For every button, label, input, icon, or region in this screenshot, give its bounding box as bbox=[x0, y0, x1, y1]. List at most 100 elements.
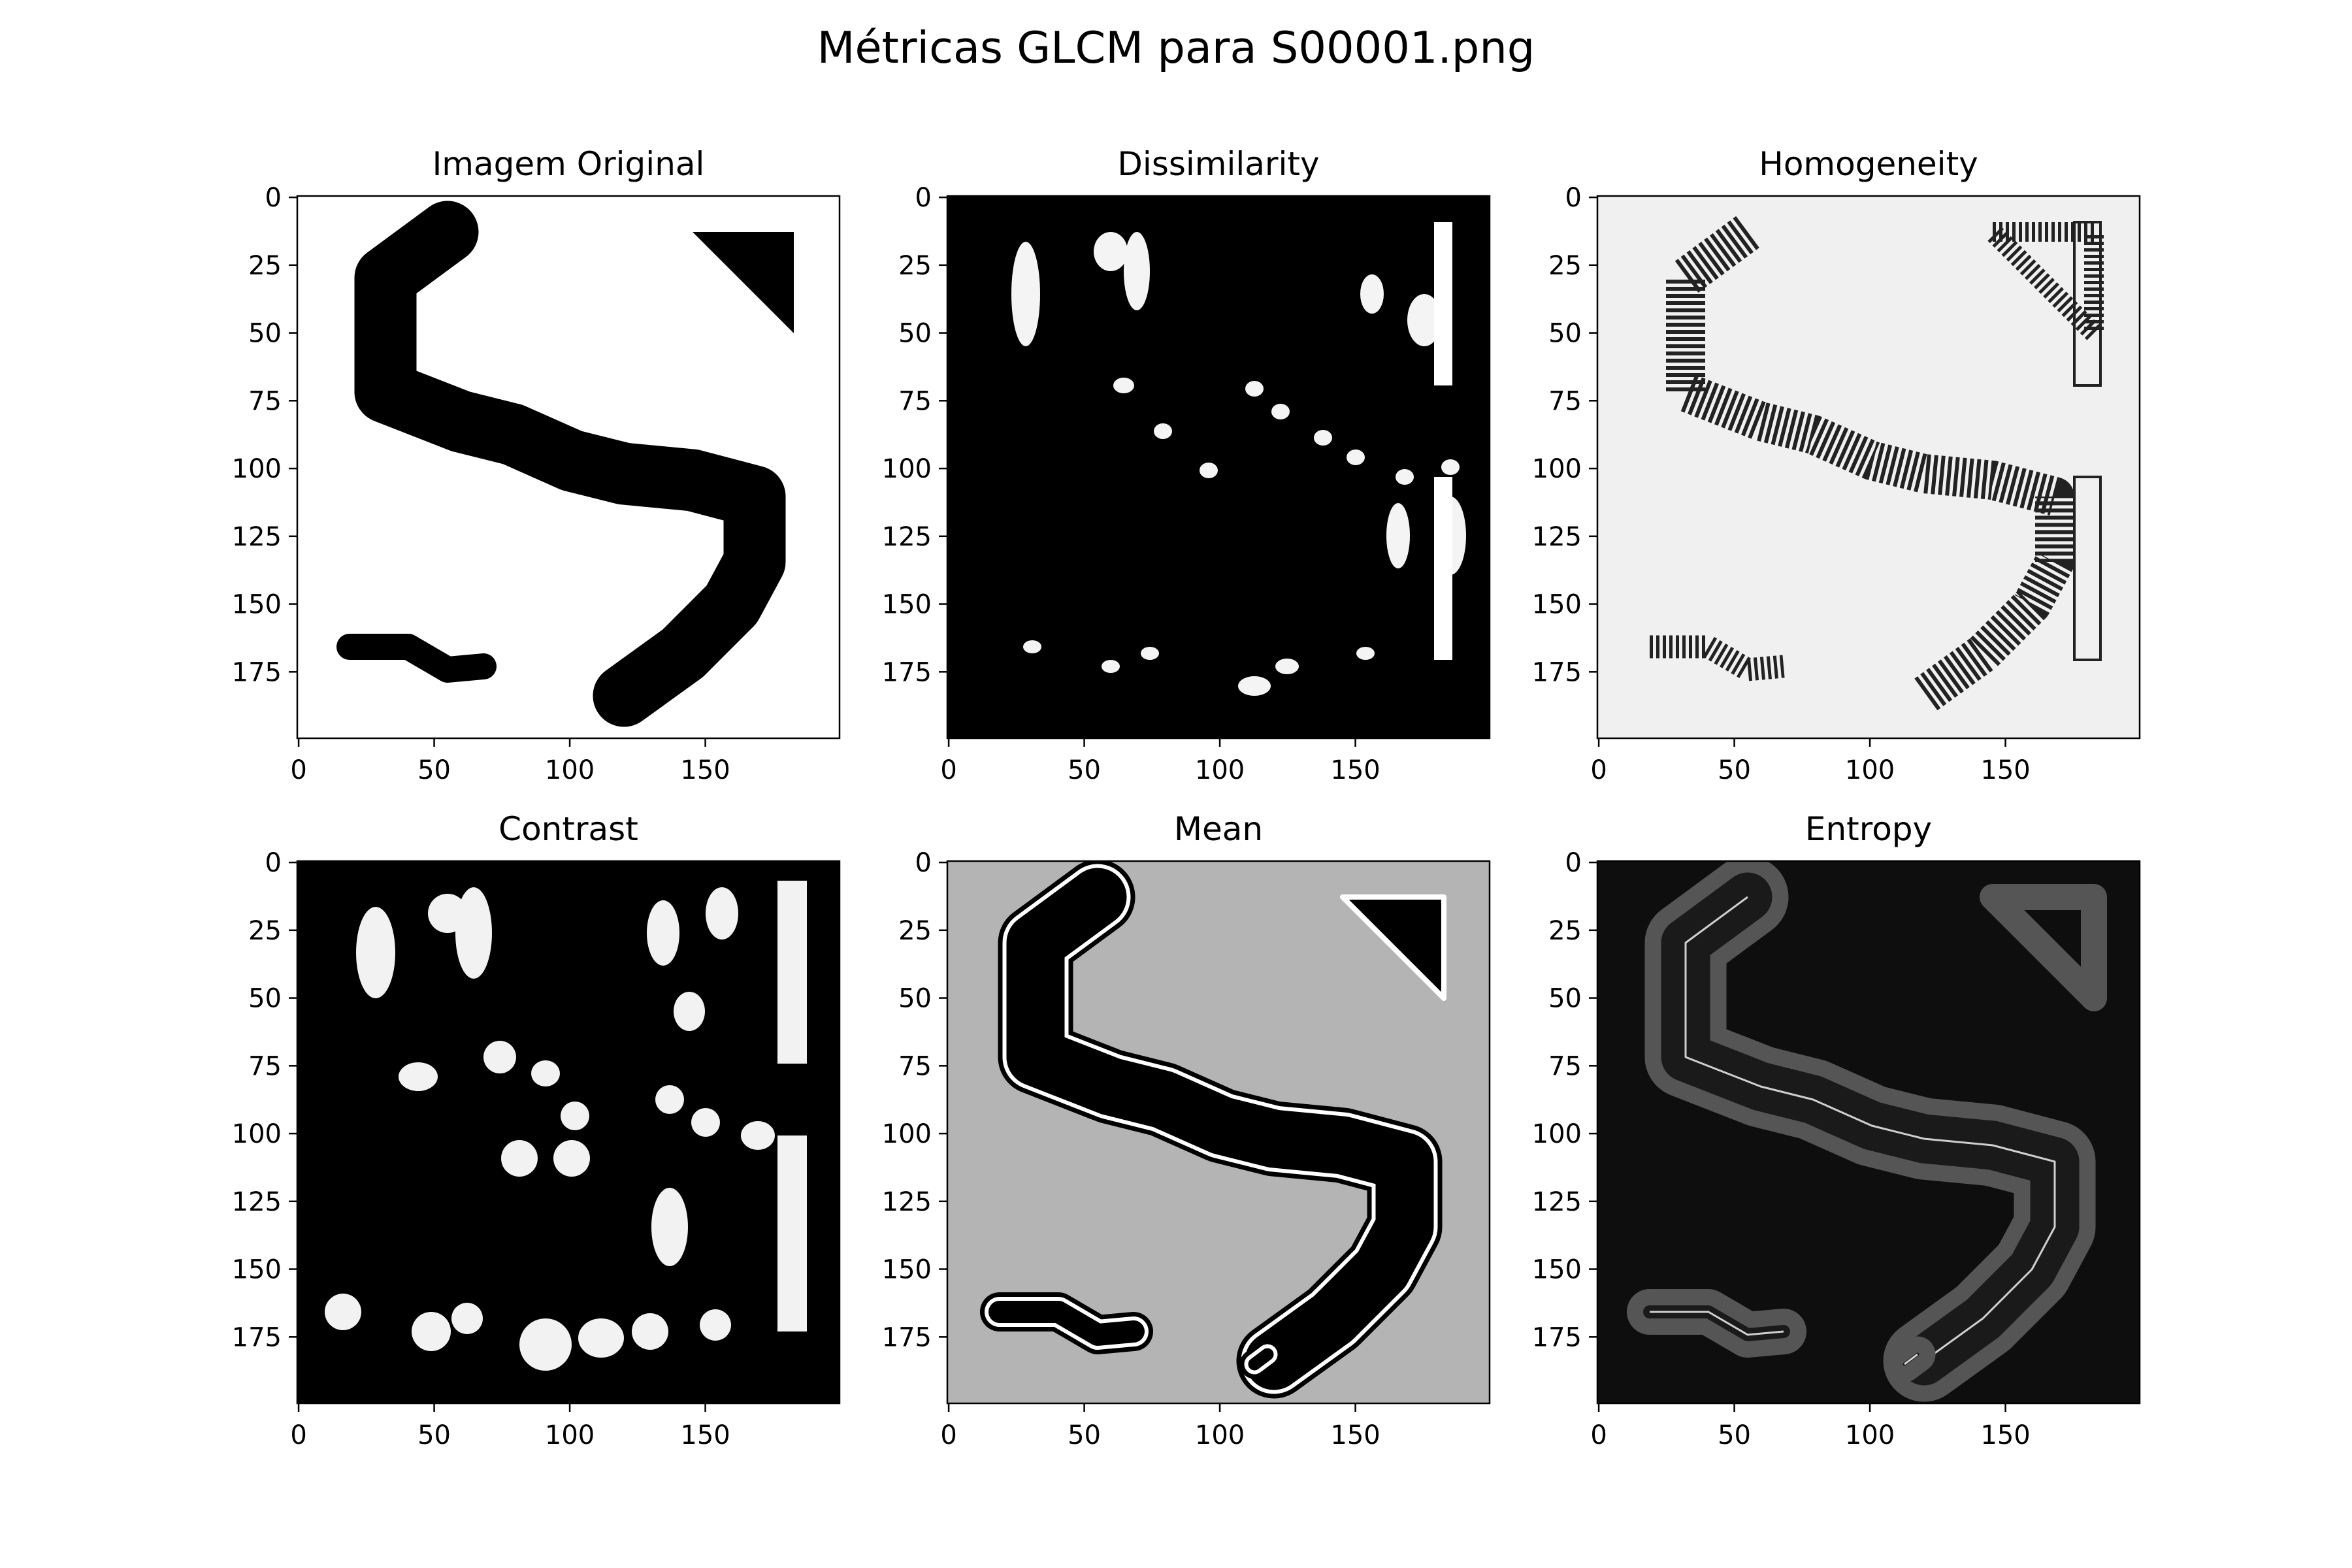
x-tick-label: 150 bbox=[680, 1420, 730, 1450]
panel-entropy: Entropy 0 25 50 75 100 125 150 175 0 50 100 150 bbox=[1532, 810, 2141, 1450]
panel-contrast: Contrast 0 25 50 75 100 125 150 175 0 50 100 150 bbox=[232, 810, 841, 1450]
y-tick-label: 75 bbox=[1548, 386, 1582, 416]
axes-frame bbox=[946, 195, 1491, 740]
y-tick-label: 150 bbox=[882, 590, 932, 620]
x-tick-label: 100 bbox=[545, 1420, 595, 1450]
x-tick-label: 100 bbox=[1845, 755, 1895, 785]
contrast-blob bbox=[578, 1318, 624, 1358]
homogeneity-bar bbox=[2073, 476, 2102, 661]
x-tick-label: 100 bbox=[545, 755, 595, 785]
x-tick-label: 150 bbox=[680, 755, 730, 785]
axes-frame bbox=[1596, 195, 2141, 740]
plot-contrast: 0 25 50 75 100 125 150 175 0 50 100 150 bbox=[232, 848, 841, 1450]
dissimilarity-blob bbox=[1314, 430, 1332, 446]
dissimilarity-blob bbox=[1094, 232, 1128, 271]
dissimilarity-blob bbox=[1347, 449, 1365, 465]
contrast-blob bbox=[741, 1121, 775, 1150]
x-tick-label: 50 bbox=[1718, 755, 1751, 785]
y-tick-label: 100 bbox=[1532, 1119, 1582, 1149]
stroke-dot bbox=[598, 686, 624, 712]
dissimilarity-blob bbox=[1238, 676, 1271, 696]
y-tick-label: 100 bbox=[1532, 454, 1582, 484]
y-tick-label: 125 bbox=[1532, 1187, 1582, 1217]
x-tick-label: 0 bbox=[940, 1420, 956, 1450]
axes-frame bbox=[296, 195, 841, 740]
x-tick-label: 50 bbox=[417, 755, 451, 785]
y-tick-label: 0 bbox=[265, 183, 282, 213]
y-tick-label: 50 bbox=[898, 319, 932, 349]
dissimilarity-blob bbox=[1396, 469, 1414, 485]
dissimilarity-blob bbox=[1356, 647, 1375, 660]
dissimilarity-bar bbox=[1434, 477, 1452, 660]
y-tick-label: 50 bbox=[248, 319, 282, 349]
plot-mean: 0 25 50 75 100 125 150 175 0 50 100 150 bbox=[882, 848, 1491, 1450]
y-tick-label: 150 bbox=[232, 590, 282, 620]
plot-original: 0 25 50 75 100 125 150 175 0 50 100 150 bbox=[232, 183, 841, 785]
plot-homogeneity: 0 25 50 75 100 125 150 175 0 50 100 150 bbox=[1532, 183, 2141, 785]
contrast-blob bbox=[519, 1318, 572, 1371]
y-tick-label: 125 bbox=[882, 1187, 932, 1217]
contrast-blob bbox=[325, 1294, 361, 1330]
x-tick-label: 100 bbox=[1845, 1420, 1895, 1450]
y-tick-label: 0 bbox=[1565, 848, 1582, 878]
contrast-blob bbox=[561, 1102, 589, 1130]
x-tick-label: 0 bbox=[940, 755, 956, 785]
dissimilarity-blob bbox=[1102, 660, 1120, 673]
dissimilarity-blob bbox=[1023, 640, 1041, 653]
y-tick-label: 150 bbox=[882, 1255, 932, 1285]
y-tick-label: 175 bbox=[232, 1322, 282, 1352]
figure-title: Métricas GLCM para S00001.png bbox=[817, 22, 1535, 73]
mean-stroke-inner bbox=[1248, 1348, 1274, 1371]
y-tick-label: 50 bbox=[248, 984, 282, 1014]
y-tick-label: 75 bbox=[1548, 1051, 1582, 1081]
x-tick-label: 100 bbox=[1195, 755, 1245, 785]
y-tick-label: 150 bbox=[1532, 1255, 1582, 1285]
stroke-upper-right bbox=[693, 232, 794, 333]
dissimilarity-blob bbox=[1441, 459, 1460, 475]
y-tick-label: 175 bbox=[232, 657, 282, 687]
y-tick-label: 150 bbox=[1532, 590, 1582, 620]
contrast-blob bbox=[356, 907, 395, 998]
panel-title-entropy: Entropy bbox=[1805, 810, 1933, 848]
axes-frame bbox=[946, 860, 1491, 1405]
x-tick-label: 0 bbox=[290, 1420, 306, 1450]
dissimilarity-blob bbox=[1200, 463, 1218, 478]
y-tick-label: 0 bbox=[265, 848, 282, 878]
y-tick-label: 25 bbox=[898, 251, 932, 281]
contrast-blob bbox=[501, 1140, 538, 1177]
y-tick-label: 175 bbox=[882, 1322, 932, 1352]
x-tick-label: 150 bbox=[1980, 755, 2030, 785]
heatmap-image bbox=[1597, 196, 2140, 738]
mean-stroke-inner bbox=[988, 1301, 1145, 1346]
dissimilarity-blob bbox=[1124, 232, 1150, 310]
plot-dissimilarity: 0 25 50 75 100 125 150 175 0 50 100 150 bbox=[882, 183, 1491, 785]
dissimilarity-blob bbox=[1154, 423, 1172, 439]
y-tick-label: 175 bbox=[882, 657, 932, 687]
heatmap-image bbox=[297, 196, 840, 738]
y-tick-label: 25 bbox=[248, 916, 282, 946]
homogeneity-texture bbox=[1968, 222, 2104, 357]
y-tick-label: 125 bbox=[882, 522, 932, 552]
y-tick-label: 75 bbox=[248, 386, 282, 416]
heatmap-image bbox=[297, 861, 840, 1403]
x-tick-label: 50 bbox=[1068, 755, 1101, 785]
contrast-blob bbox=[674, 992, 705, 1031]
y-tick-label: 25 bbox=[1548, 251, 1582, 281]
contrast-bar bbox=[777, 1135, 807, 1331]
panel-original: Imagem Original 0 25 50 75 100 125 150 175 0 50 10… bbox=[232, 145, 841, 785]
dissimilarity-blob bbox=[1407, 294, 1441, 346]
contrast-blob bbox=[553, 1140, 590, 1177]
y-tick-label: 125 bbox=[1532, 522, 1582, 552]
dissimilarity-blob bbox=[1271, 404, 1290, 419]
y-tick-label: 100 bbox=[882, 1119, 932, 1149]
panel-homogeneity: Homogeneity 0 25 50 75 100 125 150 175 0 50 100 150 bbox=[1532, 145, 2141, 785]
x-tick-label: 150 bbox=[1330, 1420, 1380, 1450]
entropy-centerline bbox=[1684, 896, 2056, 1362]
x-tick-label: 50 bbox=[417, 1420, 451, 1450]
axes-frame bbox=[296, 860, 841, 1405]
heatmap-image bbox=[947, 196, 1490, 738]
stroke-lower-left bbox=[336, 634, 497, 683]
stroke-s-shape bbox=[354, 201, 786, 727]
y-tick-label: 25 bbox=[248, 251, 282, 281]
